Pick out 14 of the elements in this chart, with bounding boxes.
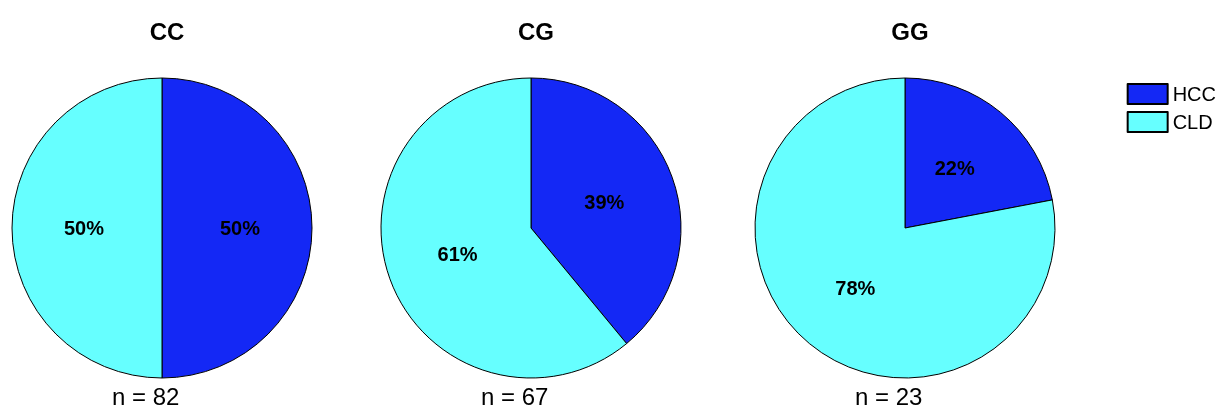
- text: n = 82: [112, 382, 180, 410]
- legend-label: CLD: [1172, 111, 1213, 133]
- chart-title: GG: [891, 17, 929, 45]
- data-label: 78%: [835, 277, 876, 300]
- data-label: 39%: [584, 190, 625, 213]
- data-label: 22%: [934, 156, 975, 179]
- chart-title: CG: [518, 17, 554, 45]
- chart-title: CC: [149, 17, 185, 45]
- text: n = 67: [481, 382, 549, 410]
- data-label: 61%: [437, 243, 478, 266]
- data-label: 50%: [219, 217, 261, 239]
- legend-label: HCC: [1172, 83, 1217, 105]
- data-label: 50%: [63, 217, 105, 239]
- text: n = 23: [855, 382, 923, 410]
